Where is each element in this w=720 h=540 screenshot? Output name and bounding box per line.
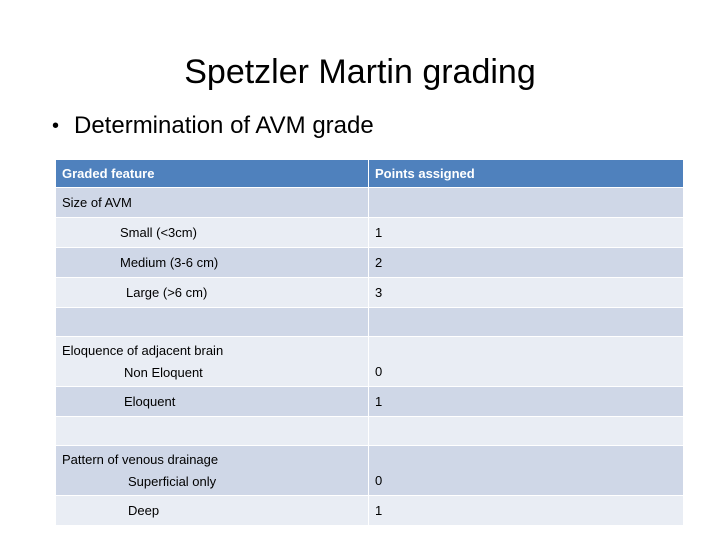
slide-title: Spetzler Martin grading <box>184 53 536 91</box>
points-cell <box>369 308 683 336</box>
points-cell: 3 <box>375 285 383 300</box>
grading-table: Graded feature Points assigned Size of A… <box>56 159 683 525</box>
table-row <box>56 307 683 336</box>
feature-cell <box>56 308 369 336</box>
table-row: Small (<3cm) 1 <box>56 217 683 247</box>
bullet-item: • Determination of AVM grade <box>52 110 374 142</box>
feature-cell: Eloquence of adjacent brain Non Eloquent <box>56 337 369 386</box>
points-cell: 0 <box>369 446 683 495</box>
points-cell <box>369 188 683 217</box>
feature-cell: Large (>6 cm) <box>56 278 369 307</box>
points-cell: 0 <box>369 337 683 386</box>
feature-cell: Pattern of venous drainage Superficial o… <box>56 446 369 495</box>
table-row: Eloquent 1 <box>56 386 683 416</box>
table-row: Eloquence of adjacent brain Non Eloquent… <box>56 336 683 386</box>
table-row: Deep 1 <box>56 495 683 525</box>
points-value: 0 <box>375 473 383 488</box>
feature-cell: Size of AVM <box>56 188 369 217</box>
feature-group-heading: Eloquence of adjacent brain <box>62 342 224 358</box>
points-value: 0 <box>375 364 383 379</box>
table-row <box>56 416 683 445</box>
points-cell <box>369 417 683 445</box>
feature-label: Superficial only <box>128 473 217 489</box>
feature-cell: Eloquent <box>56 387 369 416</box>
feature-cell: Deep <box>56 496 369 525</box>
table-row: Pattern of venous drainage Superficial o… <box>56 445 683 495</box>
table-row: Size of AVM <box>56 187 683 217</box>
points-cell: 1 <box>375 394 383 409</box>
points-cell: 1 <box>375 225 383 240</box>
feature-group-heading: Pattern of venous drainage <box>62 451 219 467</box>
points-cell: 2 <box>375 255 383 270</box>
table-header-row: Graded feature Points assigned <box>56 159 683 187</box>
feature-cell: Medium (3-6 cm) <box>56 248 369 277</box>
feature-cell <box>56 417 369 445</box>
feature-label: Non Eloquent <box>124 364 203 380</box>
bullet-text: Determination of AVM grade <box>74 112 374 139</box>
header-points-assigned: Points assigned <box>375 166 475 181</box>
feature-cell: Small (<3cm) <box>56 218 369 247</box>
bullet-dot-icon: • <box>52 115 60 137</box>
table-row: Large (>6 cm) 3 <box>56 277 683 307</box>
points-cell: 1 <box>375 503 383 518</box>
table-row: Medium (3-6 cm) 2 <box>56 247 683 277</box>
header-graded-feature: Graded feature <box>56 160 369 187</box>
